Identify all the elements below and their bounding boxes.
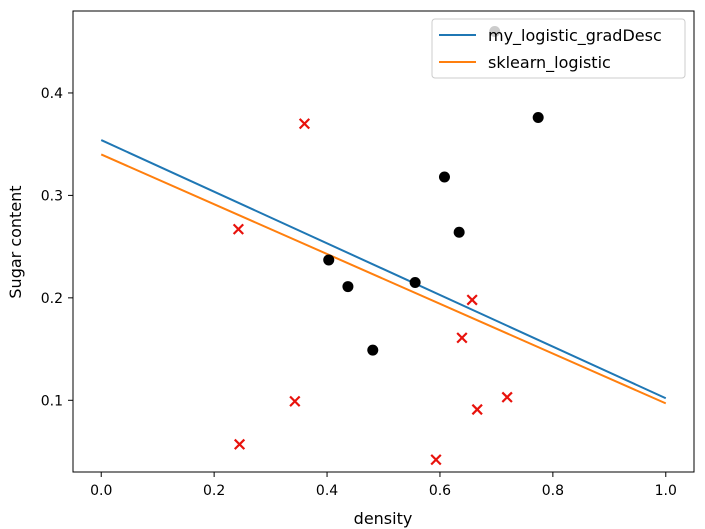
series-line-0 (100, 139, 667, 400)
series-line-1 (100, 153, 667, 405)
scatter-point-circle (453, 226, 465, 238)
x-stroke (466, 294, 478, 306)
scatter-point-x (466, 294, 478, 306)
x-tick-label: 0.0 (90, 483, 112, 499)
scatter-point-x (298, 118, 311, 130)
x-stroke (289, 395, 301, 407)
axis-ticks: 0.0 0.2 0.4 0.6 0.8 1.0 0.1 0.2 0.3 0.4 (41, 86, 677, 499)
x-stroke (471, 403, 483, 416)
legend-box (431, 18, 686, 79)
x-stroke (232, 223, 244, 235)
scatter-point-x (471, 403, 483, 416)
scatter-point-x (430, 454, 442, 466)
scatter-point-circle (532, 112, 544, 124)
scatter-point-circle (438, 171, 450, 183)
scatter-point-circle (409, 276, 421, 288)
x-stroke (501, 391, 513, 403)
y-tick-label: 0.1 (41, 393, 63, 409)
scatter-point-x (289, 395, 301, 407)
scatter-point-x (456, 332, 468, 344)
plot-frame (72, 10, 695, 473)
x-tick-label: 0.2 (203, 483, 225, 499)
scatter-point-circle (323, 254, 335, 266)
marks-layer (100, 25, 667, 466)
legend-label-my-logistic-graddesc: my_logistic_gradDesc (488, 26, 662, 46)
y-tick-label: 0.3 (41, 188, 63, 204)
x-tick-label: 0.6 (429, 483, 451, 499)
scatter-point-x (501, 391, 513, 403)
x-stroke (233, 438, 246, 450)
x-tick-label: 0.8 (542, 483, 564, 499)
x-tick-label: 1.0 (655, 483, 677, 499)
legend-label-sklearn-logistic: sklearn_logistic (488, 53, 611, 73)
y-axis-title: Sugar content (6, 185, 25, 298)
scatter-point-circle (367, 344, 379, 356)
x-axis-title: density (354, 509, 413, 528)
legend: my_logistic_gradDesc sklearn_logistic (431, 18, 686, 79)
x-stroke (456, 332, 468, 344)
y-tick-label: 0.4 (41, 86, 63, 102)
x-tick-label: 0.4 (316, 483, 338, 499)
scatter-point-x (233, 438, 246, 450)
scatter-point-circle (342, 281, 354, 293)
x-stroke (298, 118, 311, 130)
scatter-point-x (232, 223, 244, 235)
y-tick-label: 0.2 (41, 291, 63, 307)
x-stroke (430, 454, 442, 466)
